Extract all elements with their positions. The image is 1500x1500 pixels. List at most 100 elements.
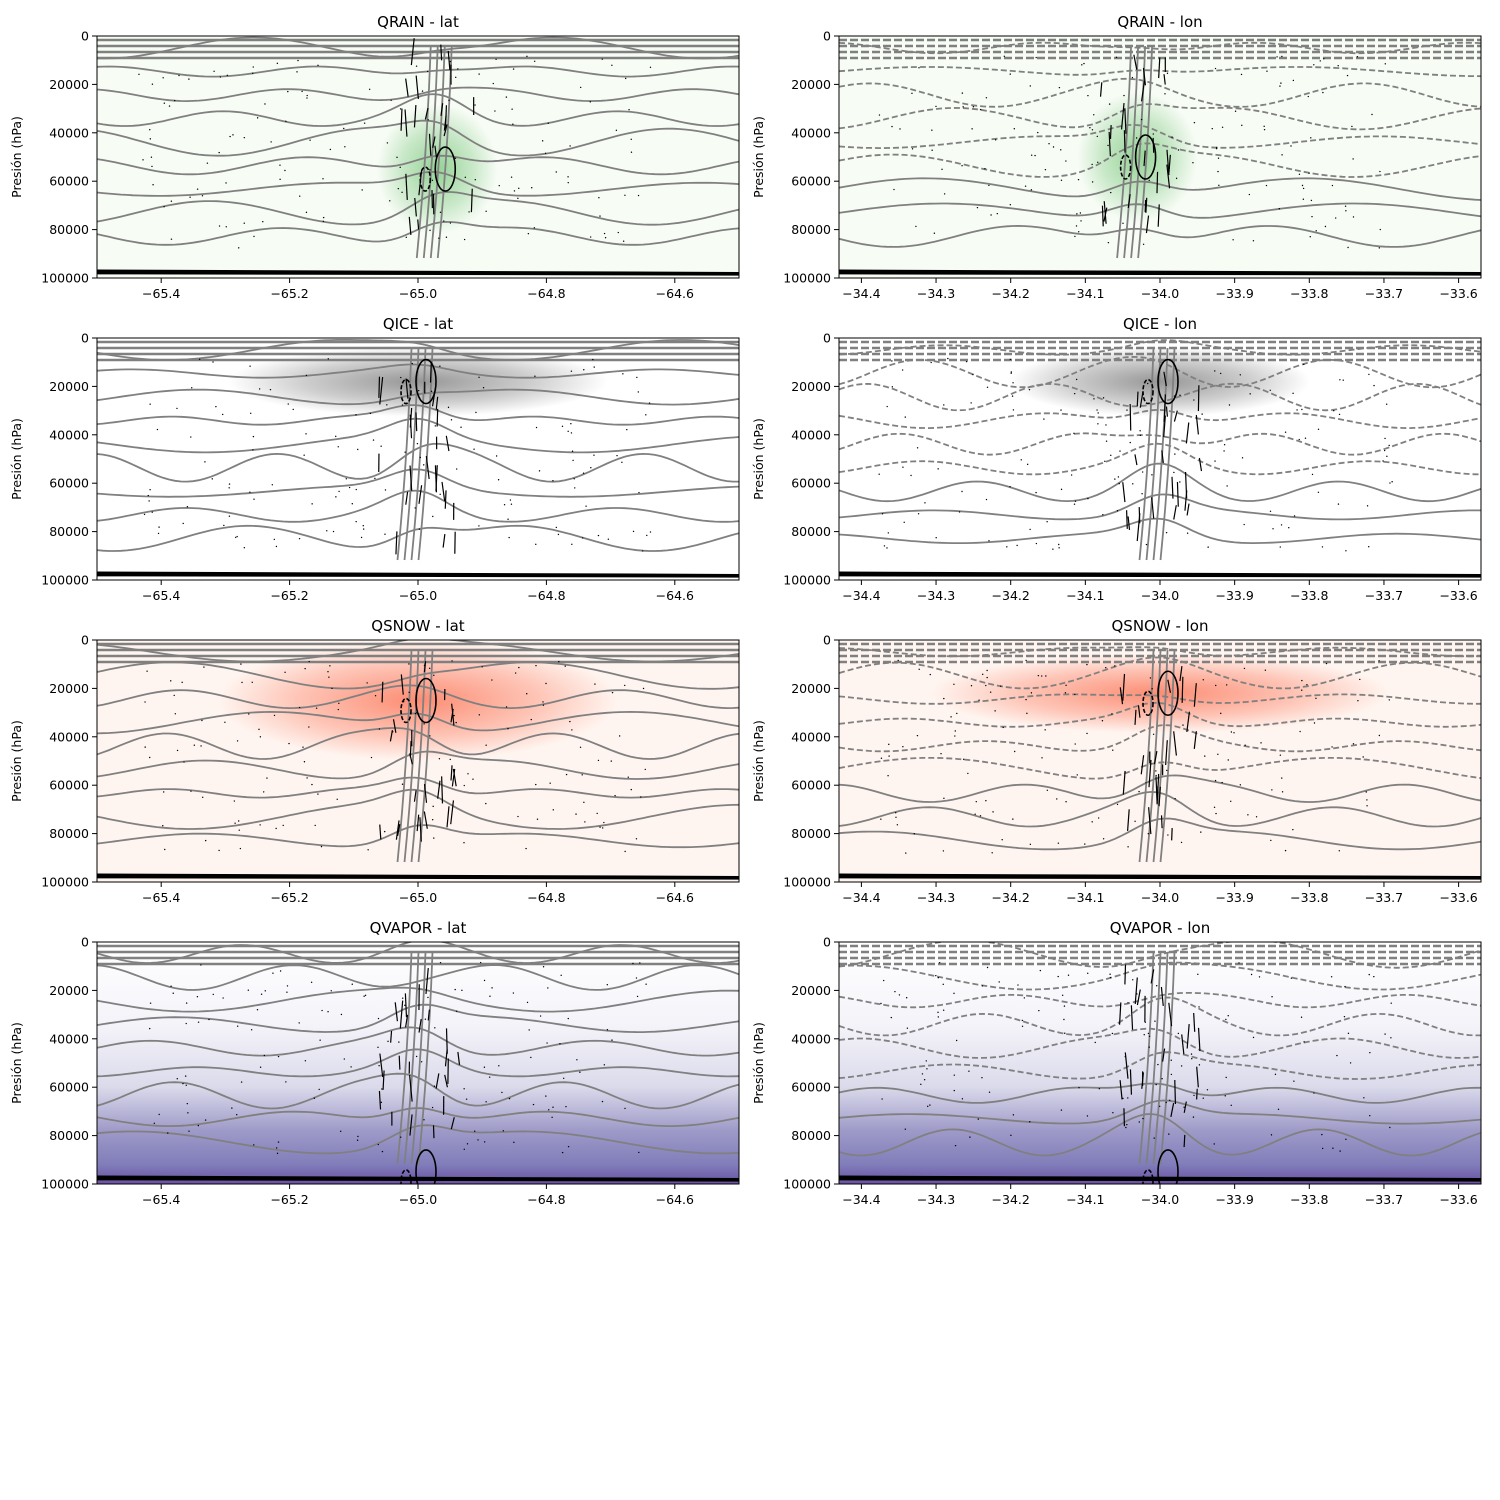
- wind-vector-dot: [585, 505, 587, 507]
- wind-vector-dot: [234, 822, 236, 824]
- wind-vector-dot: [929, 1104, 931, 1106]
- wind-vector-dot: [532, 1103, 535, 1106]
- wind-vector-dot: [1012, 409, 1015, 411]
- wind-vector-dot: [1030, 189, 1033, 191]
- wind-vector-dot: [211, 478, 213, 480]
- wind-vector-dot: [298, 706, 301, 709]
- wind-vector-dot: [969, 1136, 971, 1138]
- wind-vector: [1108, 131, 1111, 157]
- wind-vector-dot: [215, 405, 217, 408]
- wind-vector: [409, 465, 413, 491]
- panel-7: QVAPOR - lon020000400006000080000100000−…: [751, 919, 1482, 1207]
- wind-vector-dot: [1091, 129, 1094, 131]
- wind-vector-dot: [601, 58, 603, 60]
- wind-vector-dot: [240, 663, 242, 665]
- wind-vector: [428, 133, 432, 156]
- wind-vector-dot: [478, 525, 480, 527]
- y-tick-label: 100000: [783, 1177, 831, 1192]
- wind-vector-dot: [348, 486, 351, 489]
- wind-vector-dot: [249, 365, 251, 367]
- wind-vector-dot: [398, 1041, 400, 1043]
- wind-vector-dot: [432, 805, 434, 808]
- contour-line: [839, 517, 1481, 545]
- wind-vector: [447, 50, 451, 70]
- x-tick-label: −34.2: [992, 286, 1030, 301]
- y-tick-label: 40000: [791, 1031, 831, 1046]
- wind-vector-dot: [1063, 1005, 1066, 1007]
- panel-title: QICE - lat: [383, 315, 453, 333]
- wind-vector-dot: [508, 536, 510, 539]
- wind-vector-dot: [204, 461, 206, 463]
- wind-vector-dot: [1347, 1032, 1350, 1035]
- wind-vector-dot: [414, 712, 417, 715]
- wind-vector-dot: [439, 211, 442, 213]
- wind-vector-dot: [942, 983, 944, 986]
- wind-vector-dot: [423, 464, 425, 466]
- wind-vector-dot: [526, 55, 528, 58]
- wind-vector-dot: [1058, 547, 1060, 549]
- wind-vector-dot: [632, 962, 634, 965]
- wind-vector-dot: [305, 211, 308, 214]
- wind-vector-dot: [893, 188, 895, 191]
- wind-vector-dot: [956, 712, 958, 715]
- wind-vector-dot: [1244, 744, 1246, 746]
- wind-vector-dot: [1026, 463, 1029, 466]
- wind-vector-dot: [142, 159, 144, 161]
- wind-vector-dot: [357, 448, 359, 451]
- wind-vector-dot: [491, 679, 493, 681]
- wind-vector: [414, 197, 417, 217]
- wind-vector-dot: [1030, 692, 1033, 694]
- wind-vector-dot: [233, 800, 236, 802]
- wind-vector-dot: [464, 176, 467, 179]
- wind-vector-dot: [483, 979, 486, 982]
- wind-vector-dot: [1248, 193, 1251, 196]
- wind-vector-dot: [597, 534, 600, 537]
- wind-vector-dot: [1148, 179, 1150, 182]
- wind-vector-dot: [954, 735, 956, 737]
- wind-vector-dot: [1214, 370, 1216, 372]
- wind-vector-dot: [269, 388, 272, 391]
- wind-vector-dot: [1180, 841, 1183, 844]
- wind-vector-dot: [344, 146, 346, 148]
- wind-vector-dot: [593, 454, 595, 456]
- y-axis-label: Presión (hPa): [9, 418, 24, 500]
- wind-vector: [440, 103, 444, 117]
- wind-vector-dot: [189, 196, 191, 198]
- wind-vector-dot: [1165, 531, 1168, 534]
- convective-contour: [1159, 649, 1176, 863]
- wind-vector-dot: [1035, 542, 1038, 545]
- wind-vector-dot: [976, 206, 979, 209]
- contour-line: [839, 408, 1481, 430]
- wind-vector-dot: [1288, 527, 1290, 529]
- wind-vector-dot: [947, 357, 949, 360]
- wind-vector-dot: [447, 406, 450, 409]
- wind-vector: [382, 1070, 385, 1090]
- wind-vectors: [138, 38, 652, 249]
- wind-vector: [410, 38, 415, 66]
- wind-vector-dot: [1064, 692, 1067, 694]
- wind-vector-dot: [405, 236, 407, 239]
- wind-vector: [1127, 194, 1131, 209]
- surface-band: [97, 873, 739, 880]
- wind-vector-dot: [1151, 474, 1153, 476]
- wind-vector: [1129, 1069, 1133, 1095]
- wind-vector: [1166, 164, 1171, 189]
- wind-vector-dot: [589, 101, 592, 103]
- wind-vector-dot: [1313, 722, 1316, 724]
- wind-vector-dot: [1220, 712, 1222, 715]
- wind-vector-dot: [1292, 392, 1294, 395]
- wind-vector-dot: [985, 97, 988, 99]
- wind-vector-dot: [1173, 471, 1175, 474]
- wind-vector-dot: [880, 757, 883, 759]
- y-axis-label: Presión (hPa): [9, 1022, 24, 1104]
- wind-vector-dot: [201, 719, 203, 722]
- wind-vectors: [144, 660, 646, 853]
- wind-vector-dot: [940, 753, 942, 755]
- wind-vector-dot: [478, 714, 481, 716]
- wind-vector: [1186, 711, 1191, 733]
- wind-vector-dot: [256, 1008, 259, 1011]
- x-tick-label: −34.2: [992, 890, 1030, 905]
- wind-vector-dot: [1385, 403, 1388, 405]
- wind-vector-dot: [319, 1039, 321, 1041]
